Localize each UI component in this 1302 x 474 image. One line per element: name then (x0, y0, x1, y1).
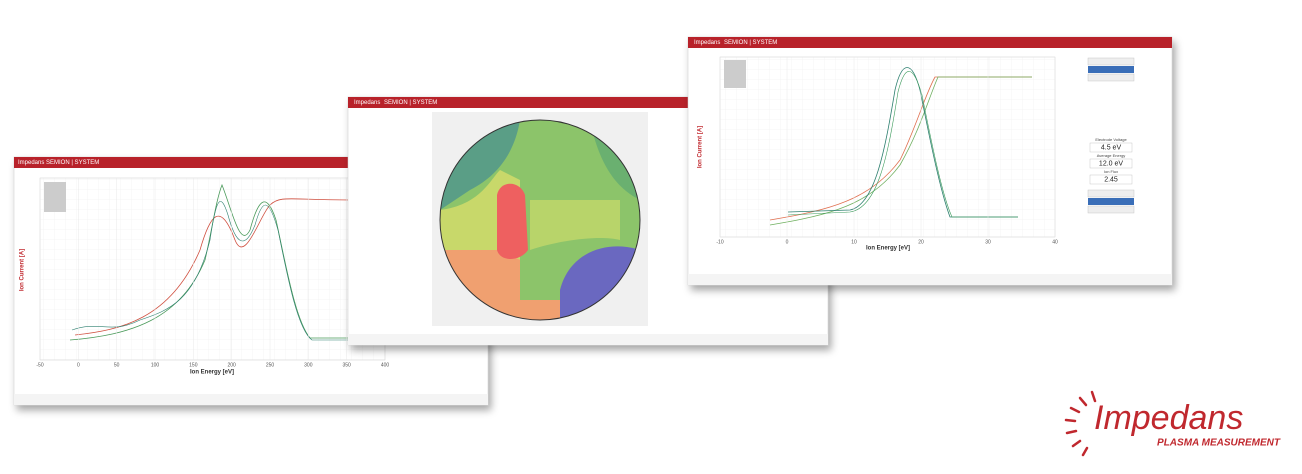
x-tick-label: 0 (77, 362, 80, 368)
x-axis-label: Ion Energy [eV] (190, 370, 234, 376)
status-bar (348, 334, 828, 345)
brand: Impedans (18, 160, 44, 166)
curve (787, 71, 1018, 218)
x-tick-label: 250 (266, 362, 275, 368)
x-tick-label: 20 (918, 239, 924, 245)
status-bar (14, 394, 488, 405)
button[interactable] (1087, 57, 1135, 66)
legend (44, 182, 66, 212)
curve (71, 201, 385, 341)
status-bar (688, 274, 1172, 285)
readout-label: Average Energy (1097, 153, 1126, 158)
legend (724, 60, 746, 88)
x-tick-label: 150 (189, 362, 198, 368)
readout-box (1089, 158, 1133, 169)
y-axis-label: Ion Current [A] (20, 249, 26, 291)
button[interactable] (1087, 73, 1135, 82)
curve (74, 198, 385, 336)
readout-label: Ion Flux (1104, 169, 1118, 174)
curve (769, 76, 1032, 226)
button[interactable] (1087, 189, 1135, 198)
button[interactable] (1088, 66, 1134, 73)
wafer-outline (439, 119, 641, 321)
logo-name: Impedans (1094, 399, 1243, 437)
plot-area (719, 56, 1056, 238)
x-tick-label: 0 (786, 239, 789, 245)
x-tick-label: 350 (342, 362, 351, 368)
readout-value: 2.45 (1104, 176, 1118, 183)
x-tick-label: -10 (716, 239, 723, 245)
plot-area (39, 177, 386, 361)
product: SEMION | SYSTEM (46, 160, 99, 166)
logo-rays (1064, 390, 1097, 457)
curve (787, 67, 1018, 218)
x-tick-label: 30 (985, 239, 991, 245)
readout-value: 4.5 eV (1101, 144, 1122, 151)
y-axis-label: Ion Current [A] (698, 126, 704, 168)
x-tick-label: 50 (114, 362, 120, 368)
x-ticks: -10 0 10 20 30 40 (716, 57, 1058, 245)
x-tick-label: 200 (227, 362, 236, 368)
brand: Impedans (694, 40, 720, 46)
x-tick-label: 10 (851, 239, 857, 245)
x-tick-label: -50 (36, 362, 43, 368)
readout-box (1089, 142, 1133, 153)
readout-label: Electrode Voltage (1095, 137, 1127, 142)
button[interactable] (1087, 205, 1135, 214)
product: SEMION | SYSTEM (384, 100, 437, 106)
readout-box (1089, 174, 1133, 185)
brand: Impedans (354, 100, 380, 106)
button[interactable] (1088, 198, 1134, 205)
wafer-map (440, 120, 640, 320)
logo-tagline: PLASMA MEASUREMENT (1157, 438, 1281, 449)
product: SEMION | SYSTEM (724, 40, 777, 46)
x-axis-label: Ion Energy [eV] (866, 246, 910, 252)
x-tick-label: 40 (1052, 239, 1058, 245)
x-tick-label: 100 (151, 362, 160, 368)
readouts: Electrode Voltage 4.5 eV Average Energy 12.… (1089, 137, 1133, 185)
readout-value: 12.0 eV (1099, 160, 1123, 167)
x-tick-label: 300 (304, 362, 313, 368)
x-tick-label: 400 (381, 362, 390, 368)
